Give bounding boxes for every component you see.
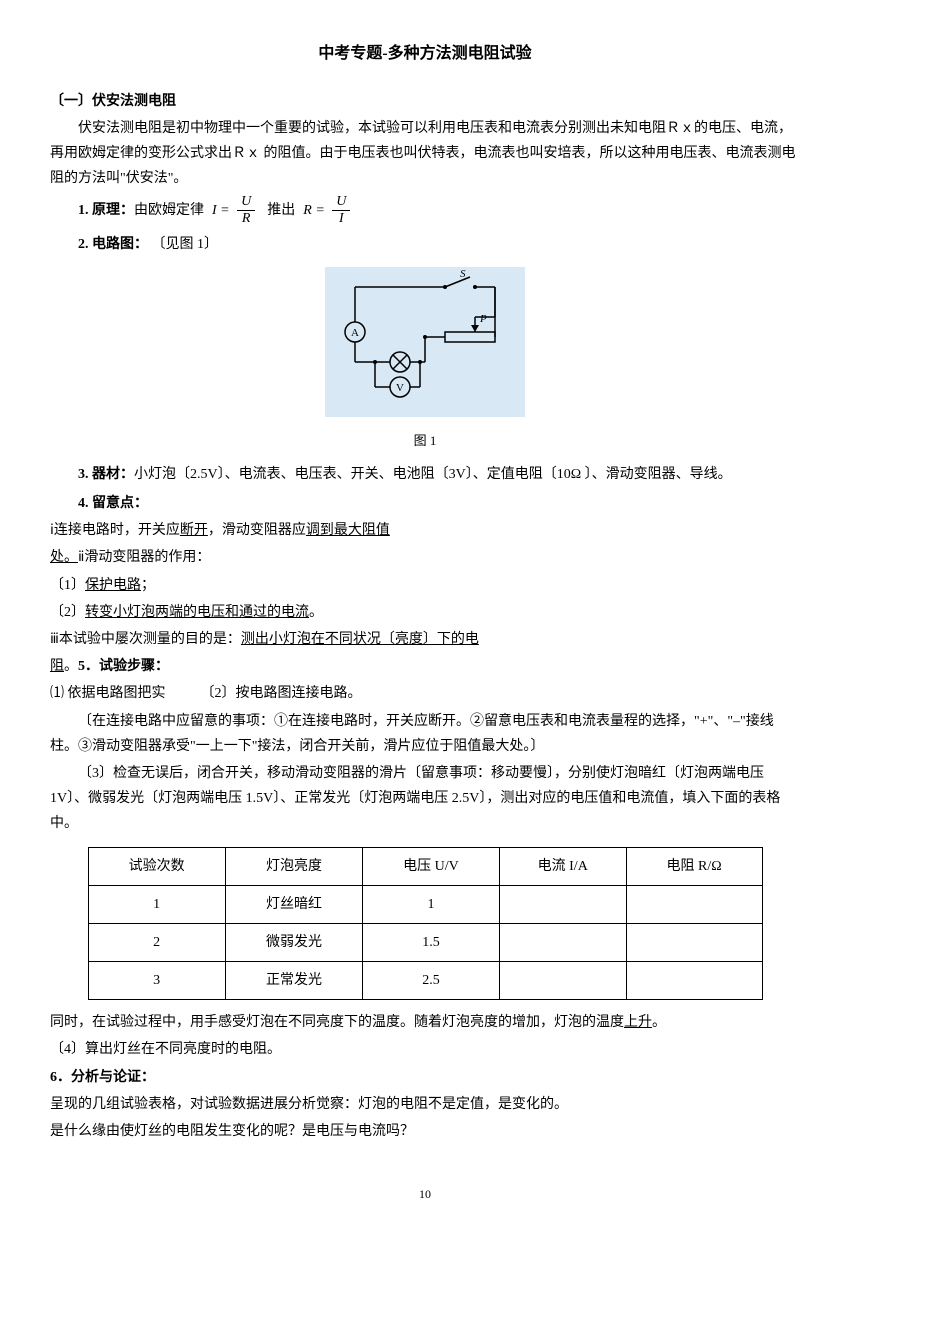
switch-label: S bbox=[460, 268, 466, 280]
table-row: 3 正常发光 2.5 bbox=[88, 962, 762, 1000]
formula-1: I = U R bbox=[212, 194, 259, 229]
step1: ⑴ 依据电路图把实 bbox=[50, 686, 166, 701]
step4: 〔4〕算出灯丝在不同亮度时的电阻。 bbox=[50, 1037, 800, 1062]
step2: 〔2〕按电路图连接电路。 bbox=[201, 686, 362, 701]
section-header: 〔一〕伏安法测电阻 bbox=[50, 89, 800, 114]
note-i-cont: 处。ⅱ滑动变阻器的作用： bbox=[50, 545, 800, 570]
formula-2: R = U I bbox=[303, 194, 354, 229]
page-title: 中考专题-多种方法测电阻试验 bbox=[50, 40, 800, 69]
col-header: 电流 I/A bbox=[499, 847, 626, 885]
item1-after: 推出 bbox=[267, 198, 295, 223]
ammeter-label: A bbox=[351, 327, 359, 339]
item1-text: 由欧姆定律 bbox=[134, 198, 204, 223]
note-iii: ⅲ本试验中屡次测量的目的是：测出小灯泡在不同状况〔亮度〕下的电 bbox=[50, 627, 800, 652]
slider-label: P bbox=[479, 313, 487, 325]
step-note: 〔在连接电路中应留意的事项：①在连接电路时，开关应断开。②留意电压表和电流表量程… bbox=[50, 709, 800, 759]
item2-text: 〔见图 1〕 bbox=[152, 237, 219, 252]
col-header: 电压 U/V bbox=[363, 847, 500, 885]
note-iii-cont: 阻。5．试验步骤： bbox=[50, 654, 800, 679]
item3-label: 3. 器材： bbox=[78, 467, 134, 482]
steps-row: ⑴ 依据电路图把实 〔2〕按电路图连接电路。 bbox=[50, 681, 800, 706]
page-number: 10 bbox=[50, 1184, 800, 1206]
item4-label: 4. 留意点： bbox=[78, 491, 800, 516]
note-i: ⅰ连接电路时，开关应断开，滑动变阻器应调到最大阻值 bbox=[50, 518, 800, 543]
col-header: 试验次数 bbox=[88, 847, 225, 885]
intro-paragraph: 伏安法测电阻是初中物理中一个重要的试验，本试验可以利用电压表和电流表分别测出未知… bbox=[50, 116, 800, 192]
note-ii-1: 〔1〕保护电路； bbox=[50, 573, 800, 598]
item1-label: 1. 原理： bbox=[78, 198, 134, 223]
item2: 2. 电路图： 〔见图 1〕 bbox=[78, 232, 800, 257]
note-ii-2: 〔2〕转变小灯泡两端的电压和通过的电流。 bbox=[50, 600, 800, 625]
data-table: 试验次数 灯泡亮度 电压 U/V 电流 I/A 电阻 R/Ω 1 灯丝暗红 1 … bbox=[88, 847, 763, 1001]
analysis1: 呈现的几组试验表格，对试验数据进展分析觉察：灯泡的电阻不是定值，是变化的。 bbox=[50, 1092, 800, 1117]
item6-label: 6．分析与论证： bbox=[50, 1065, 800, 1090]
table-header-row: 试验次数 灯泡亮度 电压 U/V 电流 I/A 电阻 R/Ω bbox=[88, 847, 762, 885]
table-row: 1 灯丝暗红 1 bbox=[88, 885, 762, 923]
circuit-diagram: S P A V 图 1 bbox=[50, 267, 800, 452]
item3: 3. 器材：小灯泡〔2.5V〕、电流表、电压表、开关、电池阻〔3V〕、定值电阻〔… bbox=[50, 462, 800, 487]
item2-label: 2. 电路图： bbox=[78, 237, 148, 252]
step3: 〔3〕检查无误后，闭合开关，移动滑动变阻器的滑片〔留意事项：移动要慢〕，分别使灯… bbox=[50, 761, 800, 837]
voltmeter-label: V bbox=[396, 382, 404, 394]
analysis2: 是什么缘由使灯丝的电阻发生变化的呢？是电压与电流吗？ bbox=[50, 1119, 800, 1144]
item3-text: 小灯泡〔2.5V〕、电流表、电压表、开关、电池阻〔3V〕、定值电阻〔10Ω 〕、… bbox=[134, 467, 732, 482]
principle-row: 1. 原理： 由欧姆定律 I = U R 推出 R = U I bbox=[78, 194, 800, 229]
table-row: 2 微弱发光 1.5 bbox=[88, 923, 762, 961]
col-header: 电阻 R/Ω bbox=[626, 847, 762, 885]
after-table: 同时，在试验过程中，用手感受灯泡在不同亮度下的温度。随着灯泡亮度的增加，灯泡的温… bbox=[50, 1010, 800, 1035]
circuit-caption: 图 1 bbox=[50, 429, 800, 452]
col-header: 灯泡亮度 bbox=[225, 847, 362, 885]
